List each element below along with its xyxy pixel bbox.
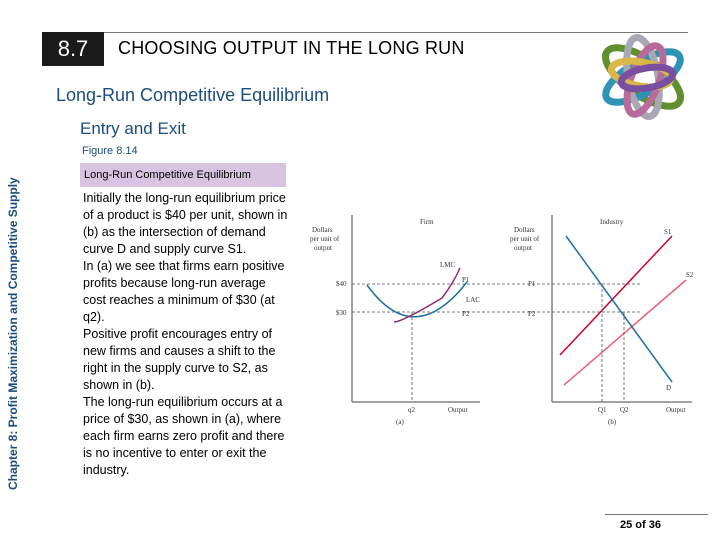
price-40-label: $40 (336, 280, 347, 288)
price-30-label: $30 (336, 309, 347, 317)
figure-title-bar: Long-Run Competitive Equilibrium (80, 163, 286, 187)
q2-industry-label: Q2 (620, 406, 629, 414)
s2-curve (563, 279, 687, 386)
lmc-label: LMC (440, 261, 456, 269)
lac-curve (366, 281, 468, 318)
slide-subtitle: Long-Run Competitive Equilibrium (56, 85, 330, 105)
firm-y-label-3: output (314, 244, 332, 252)
p2-left-label: P2 (462, 310, 470, 318)
footer-divider (605, 514, 708, 515)
body-text: Initially the long-run equilibrium price… (83, 190, 289, 479)
industry-panel-title: Industry (600, 218, 624, 226)
paragraph-4: The long-run equilibrium occurs at a pri… (83, 395, 285, 477)
industry-y-label-3: output (514, 244, 532, 252)
page-number: 25 of 36 (620, 519, 661, 531)
lmc-curve (393, 267, 461, 323)
firm-panel-title: Firm (420, 218, 434, 226)
paragraph-2: In (a) we see that firms earn positive p… (83, 259, 285, 324)
industry-y-label-1: Dollars (514, 226, 535, 234)
q1-industry-label: Q1 (598, 406, 607, 414)
p2-right-label: P2 (528, 310, 536, 318)
p1-right-label: P1 (528, 280, 536, 288)
firm-y-label-2: per unit of (310, 235, 340, 243)
chapter-title: CHOOSING OUTPUT IN THE LONG RUN (118, 38, 465, 58)
p1-left-label: P1 (462, 276, 470, 284)
section-number: 8.7 (57, 36, 89, 61)
demand-curve (565, 235, 673, 383)
firm-output-label: Output (448, 406, 468, 414)
section-title: Entry and Exit (80, 119, 186, 138)
s1-label: S1 (664, 228, 672, 236)
industry-y-label-2: per unit of (510, 235, 540, 243)
header-divider (104, 32, 688, 33)
panel-b-label: (b) (608, 418, 617, 426)
figure-number: Figure 8.14 (82, 145, 138, 157)
s2-label: S2 (686, 271, 694, 279)
rings-logo (602, 34, 684, 120)
s1-curve (559, 235, 673, 356)
q2-label: q2 (408, 406, 416, 414)
figure-title: Long-Run Competitive Equilibrium (84, 169, 251, 181)
chapter-side-label: Chapter 8: Profit Maximization and Compe… (6, 177, 20, 490)
panel-a-label: (a) (396, 418, 404, 426)
demand-label: D (666, 384, 671, 392)
paragraph-3: Positive profit encourages entry of new … (83, 327, 276, 392)
paragraph-1: Initially the long-run equilibrium price… (83, 191, 288, 256)
firm-y-label-1: Dollars (312, 226, 333, 234)
industry-output-label: Output (666, 406, 686, 414)
equilibrium-figure: Dollars per unit of output Firm $40 $30 … (310, 215, 694, 426)
lac-label: LAC (466, 296, 480, 304)
section-number-box: 8.7 (42, 32, 104, 66)
